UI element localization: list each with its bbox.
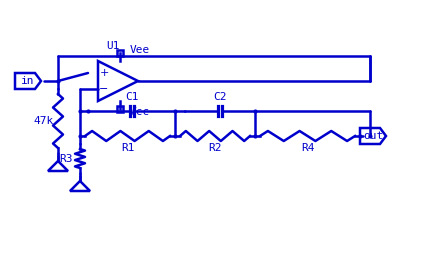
Text: R4: R4 — [301, 143, 314, 153]
Text: R2: R2 — [208, 143, 222, 153]
Text: in: in — [21, 76, 35, 86]
Text: Vee: Vee — [130, 45, 150, 55]
Text: out: out — [363, 131, 383, 141]
Text: −: − — [99, 84, 109, 94]
Text: R3: R3 — [59, 153, 73, 163]
Text: +: + — [99, 68, 109, 78]
FancyBboxPatch shape — [117, 106, 123, 112]
Text: U1: U1 — [106, 41, 120, 51]
Text: C1: C1 — [125, 92, 138, 102]
Text: C2: C2 — [213, 92, 227, 102]
Text: Vcc: Vcc — [130, 107, 150, 117]
FancyBboxPatch shape — [117, 50, 123, 56]
Text: 47k: 47k — [34, 116, 54, 126]
Text: R1: R1 — [121, 143, 134, 153]
